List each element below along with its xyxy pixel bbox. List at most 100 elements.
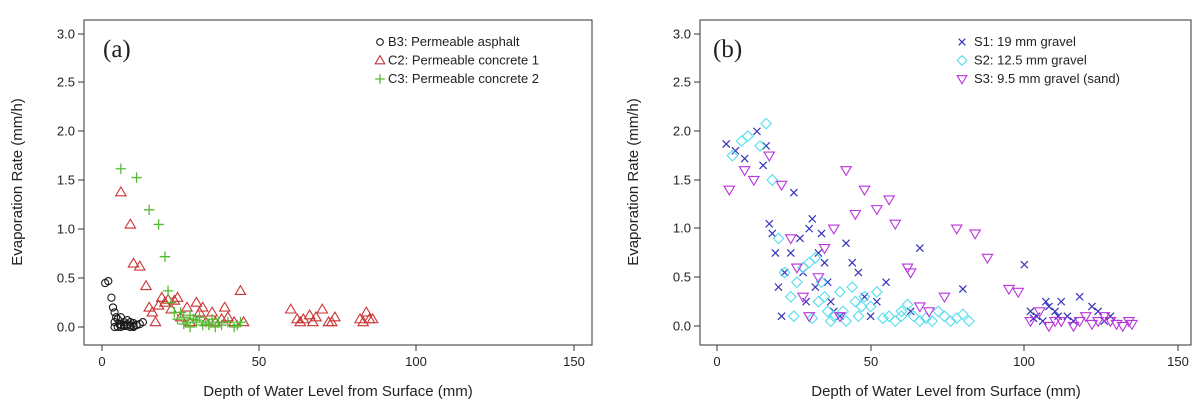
- data-point: [1042, 321, 1056, 333]
- data-point: [124, 218, 137, 229]
- data-point: [1069, 317, 1078, 326]
- data-point: [1026, 307, 1035, 316]
- data-point: [938, 310, 951, 323]
- data-point: [926, 315, 939, 328]
- data-point: [112, 313, 121, 322]
- x-tick-label: 100: [405, 354, 427, 369]
- legend-label: S3: 9.5 mm gravel (sand): [974, 71, 1120, 86]
- series-1: [722, 127, 1115, 326]
- data-point: [833, 312, 847, 323]
- data-point: [932, 305, 945, 318]
- data-point: [1106, 312, 1115, 321]
- data-point: [956, 308, 969, 321]
- data-point: [1012, 287, 1025, 299]
- x-tick-label: 100: [1013, 354, 1035, 369]
- data-point: [762, 141, 771, 150]
- data-point: [790, 276, 803, 289]
- data-point: [110, 322, 119, 332]
- data-point: [171, 291, 184, 302]
- data-point: [950, 224, 963, 235]
- data-point: [786, 249, 795, 257]
- data-point: [826, 297, 835, 306]
- data-point: [294, 315, 307, 327]
- data-point: [858, 290, 871, 303]
- data-point: [1104, 317, 1117, 328]
- data-point: [235, 316, 246, 328]
- data-point: [864, 300, 877, 313]
- data-point: [812, 295, 825, 308]
- data-point: [722, 139, 731, 148]
- data-point: [1033, 307, 1046, 318]
- data-point: [1094, 307, 1103, 316]
- data-point: [153, 219, 164, 230]
- data-point: [222, 316, 234, 328]
- data-point: [1067, 321, 1080, 333]
- data-point: [760, 117, 773, 130]
- data-point: [805, 224, 814, 233]
- legend-label: C2: Permeable concrete 1: [388, 53, 539, 68]
- data-point: [848, 258, 857, 267]
- data-point: [901, 298, 914, 311]
- panel-b: 0 50 100 150 0.0 0.5 1.0 1.5 2.0 2.5 3.0 Depth of W…: [625, 19, 1192, 400]
- data-point: [882, 278, 891, 287]
- data-point: [772, 232, 785, 245]
- data-point: [1054, 312, 1063, 321]
- panel-letter: (a): [103, 36, 131, 63]
- data-point: [234, 284, 247, 295]
- plot-frame: [699, 19, 1192, 346]
- x-tick-label: 0: [98, 354, 105, 369]
- data-point: [172, 313, 183, 325]
- data-point: [1085, 319, 1099, 331]
- data-point: [913, 315, 926, 328]
- data-point: [889, 315, 902, 328]
- data-point: [787, 310, 800, 323]
- data-point: [778, 266, 791, 279]
- data-point: [802, 297, 811, 306]
- data-point: [196, 301, 209, 312]
- legend-label: B3: Permeable asphalt: [388, 34, 520, 49]
- data-point: [790, 263, 804, 274]
- data-point: [913, 302, 927, 313]
- data-point: [1063, 312, 1072, 321]
- data-point: [883, 310, 896, 323]
- data-point: [895, 310, 908, 323]
- data-point: [363, 312, 376, 324]
- data-point: [357, 315, 370, 327]
- x-axis-label: Depth of Water Level from Surface (mm): [203, 383, 473, 400]
- data-point: [895, 305, 908, 318]
- y-tick-label: 0.5: [57, 271, 75, 286]
- data-point: [944, 315, 957, 328]
- y-axis-label: Evaporation Rate (mm/h): [625, 98, 642, 266]
- data-point: [158, 296, 172, 307]
- data-point: [763, 151, 776, 162]
- data-point: [842, 239, 851, 248]
- data-point: [162, 285, 174, 297]
- data-point: [815, 276, 828, 289]
- data-point: [870, 205, 883, 216]
- data-point: [284, 303, 297, 314]
- data-point: [203, 319, 215, 331]
- data-point: [159, 251, 171, 262]
- data-point: [812, 273, 825, 284]
- data-point: [840, 315, 853, 328]
- data-point: [849, 295, 862, 308]
- data-point: [771, 249, 780, 257]
- data-point: [1055, 317, 1068, 328]
- legend-label: S1: 19 mm gravel: [974, 34, 1076, 49]
- data-point: [1002, 284, 1016, 296]
- x-tick-label: 150: [1167, 354, 1189, 369]
- legend-marker: [956, 75, 968, 85]
- data-point: [132, 320, 141, 330]
- data-point: [309, 310, 323, 322]
- panel-letter: (b): [713, 36, 742, 63]
- data-point: [1051, 307, 1060, 316]
- data-point: [789, 188, 798, 197]
- data-point: [811, 283, 820, 292]
- data-point: [795, 234, 804, 243]
- data-point: [741, 130, 754, 143]
- data-point: [904, 268, 917, 279]
- data-point: [104, 276, 113, 286]
- data-point: [1075, 292, 1084, 301]
- data-point: [180, 301, 194, 312]
- series-2: [114, 185, 379, 327]
